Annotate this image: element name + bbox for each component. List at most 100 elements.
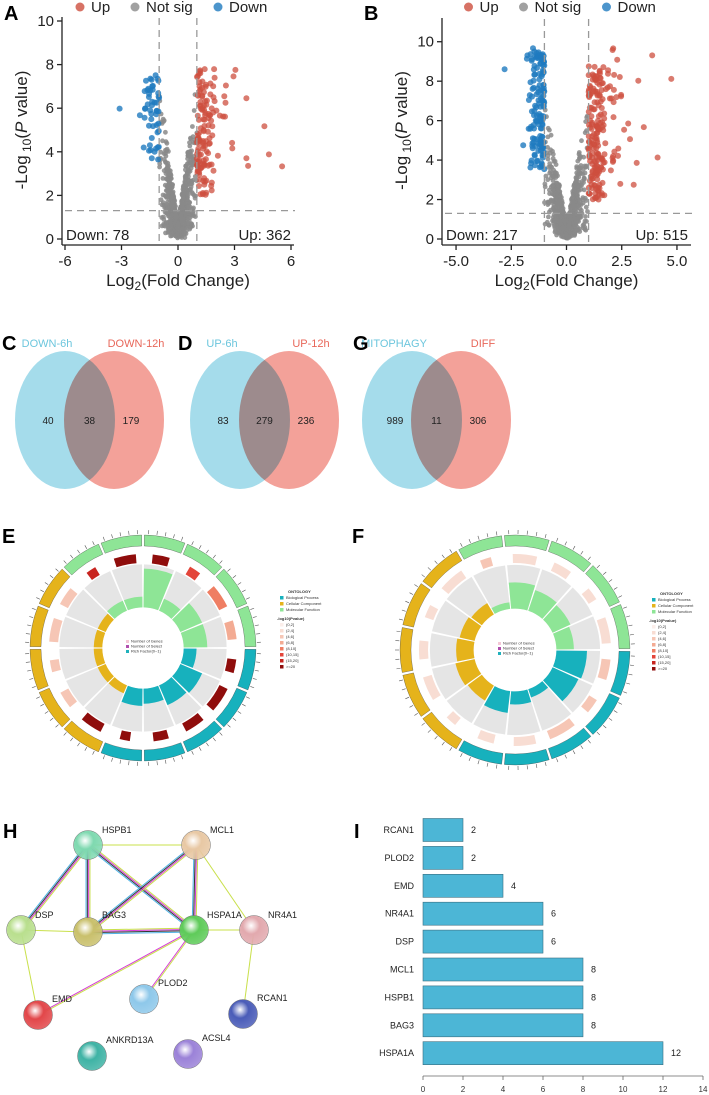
- pvalue-swatch: [652, 643, 656, 647]
- volcano-point-down: [501, 66, 508, 73]
- scale-tick: [49, 575, 54, 579]
- volcano-point-notsig: [557, 221, 563, 226]
- volcano-point-notsig: [545, 134, 551, 140]
- volcano-point-down: [153, 99, 160, 106]
- scale-tick: [477, 760, 480, 765]
- volcano-point-notsig: [158, 197, 164, 203]
- volcano-point-notsig: [187, 226, 193, 232]
- volcano-point-up: [598, 87, 605, 94]
- network-node-label: EMD: [52, 994, 73, 1004]
- scale-tick: [254, 669, 259, 672]
- volcano-point-notsig: [190, 124, 195, 129]
- volcano-point-notsig: [164, 210, 169, 216]
- volcano-plot-b: 0 2 4 6 8 10 -5.0 -2.5 0.0 2.5 5.0 Down: 217 Up: 515…: [392, 0, 692, 293]
- y-tick-label: 8: [426, 73, 434, 90]
- scale-tick: [250, 607, 255, 610]
- volcano-point-up: [602, 140, 609, 147]
- volcano-point-notsig: [542, 181, 548, 187]
- volcano-point-up: [615, 152, 621, 159]
- network-edge: [88, 845, 197, 933]
- network-node-dsp: [6, 915, 36, 945]
- y-tick-label: 10: [37, 13, 54, 30]
- scale-tick: [102, 755, 105, 760]
- rich-factor-background: [473, 565, 511, 614]
- pvalue-legend-title: -log10(Pvalue): [277, 616, 305, 621]
- volcano-point-notsig: [166, 163, 171, 169]
- volcano-point-notsig: [185, 167, 191, 173]
- volcano-point-up: [599, 192, 606, 199]
- rich-factor-bar: [97, 664, 114, 683]
- legend-marker: [519, 2, 528, 12]
- volcano-point-up: [203, 148, 210, 155]
- volcano-point-up: [605, 70, 611, 77]
- go-sector: [143, 685, 186, 766]
- volcano-point-notsig: [576, 184, 582, 189]
- volcano-point-notsig: [584, 219, 589, 224]
- scale-tick: [628, 624, 633, 627]
- network-node-label: HSPB1: [102, 825, 132, 835]
- x-label-sub: 2: [523, 279, 530, 293]
- go-sector: [159, 541, 223, 619]
- up-count-label: Up: 362: [238, 227, 291, 244]
- rich-factor-bar: [553, 626, 574, 650]
- scale-tick: [92, 750, 95, 755]
- scale-tick: [486, 762, 489, 767]
- select-count-bar: [207, 586, 228, 611]
- go-term-band: [585, 693, 620, 735]
- volcano-point-up: [618, 93, 625, 100]
- rich-factor-bar: [528, 681, 549, 698]
- x-tick-label: 2.5: [611, 253, 632, 270]
- scale-tick: [227, 568, 231, 572]
- go-sector: [100, 685, 143, 766]
- pvalue-label: (4,6]: [286, 634, 294, 639]
- network-node-label: ANKRD13A: [106, 1035, 154, 1045]
- x-tick-label: 10: [619, 1085, 628, 1094]
- network-node-label: PLOD2: [158, 978, 188, 988]
- ontology-label: Biological Process: [658, 597, 691, 602]
- x-tick-label: 0.0: [556, 253, 577, 270]
- go-term-band: [144, 742, 186, 762]
- network-edge: [87, 844, 196, 932]
- select-count-bar: [581, 588, 597, 604]
- rich-factor-bar: [484, 686, 511, 713]
- scale-tick: [434, 560, 438, 564]
- scale-tick: [628, 673, 633, 676]
- ppi-network-h: HSPB1 MCL1 DSP BAG3 HSPA1A NR4A1 EMD PLOD2 RCAN1…: [6, 825, 297, 1071]
- volcano-point-notsig: [570, 210, 575, 215]
- volcano-point-down: [540, 62, 547, 69]
- scale-tick: [77, 742, 80, 747]
- y-tick-label: 10: [417, 34, 434, 51]
- ontology-swatch: [652, 610, 656, 614]
- volcano-point-notsig: [183, 231, 189, 237]
- volcano-point-notsig: [547, 187, 552, 193]
- panel-label-b: B: [364, 3, 378, 25]
- volcano-point-up: [221, 93, 228, 100]
- scale-tick: [191, 541, 194, 546]
- legend-marker: [464, 2, 473, 12]
- volcano-point-notsig: [167, 176, 173, 182]
- scale-tick: [252, 678, 257, 680]
- scale-tick: [111, 534, 113, 539]
- select-count-bar: [513, 734, 537, 746]
- venn-count-right: 306: [470, 416, 487, 427]
- volcano-point-up: [654, 154, 661, 161]
- volcano-point-notsig: [552, 229, 558, 235]
- scale-tick: [441, 554, 445, 559]
- go-sector: [143, 530, 186, 611]
- rich-factor-bar: [491, 602, 511, 614]
- network-node-bag3: [73, 917, 103, 947]
- rich-factor-bar: [508, 582, 536, 611]
- scale-tick: [596, 731, 600, 736]
- volcano-point-up: [222, 99, 229, 106]
- volcano-point-notsig: [561, 211, 567, 216]
- volcano-point-down: [540, 113, 547, 120]
- center-legend-label: Number of Select: [131, 644, 163, 649]
- volcano-point-up: [196, 83, 203, 90]
- go-sector: [528, 681, 592, 763]
- rich-factor-bar: [93, 648, 106, 667]
- go-sector: [100, 530, 143, 611]
- volcano-point-down: [153, 111, 160, 118]
- scale-tick: [49, 717, 54, 721]
